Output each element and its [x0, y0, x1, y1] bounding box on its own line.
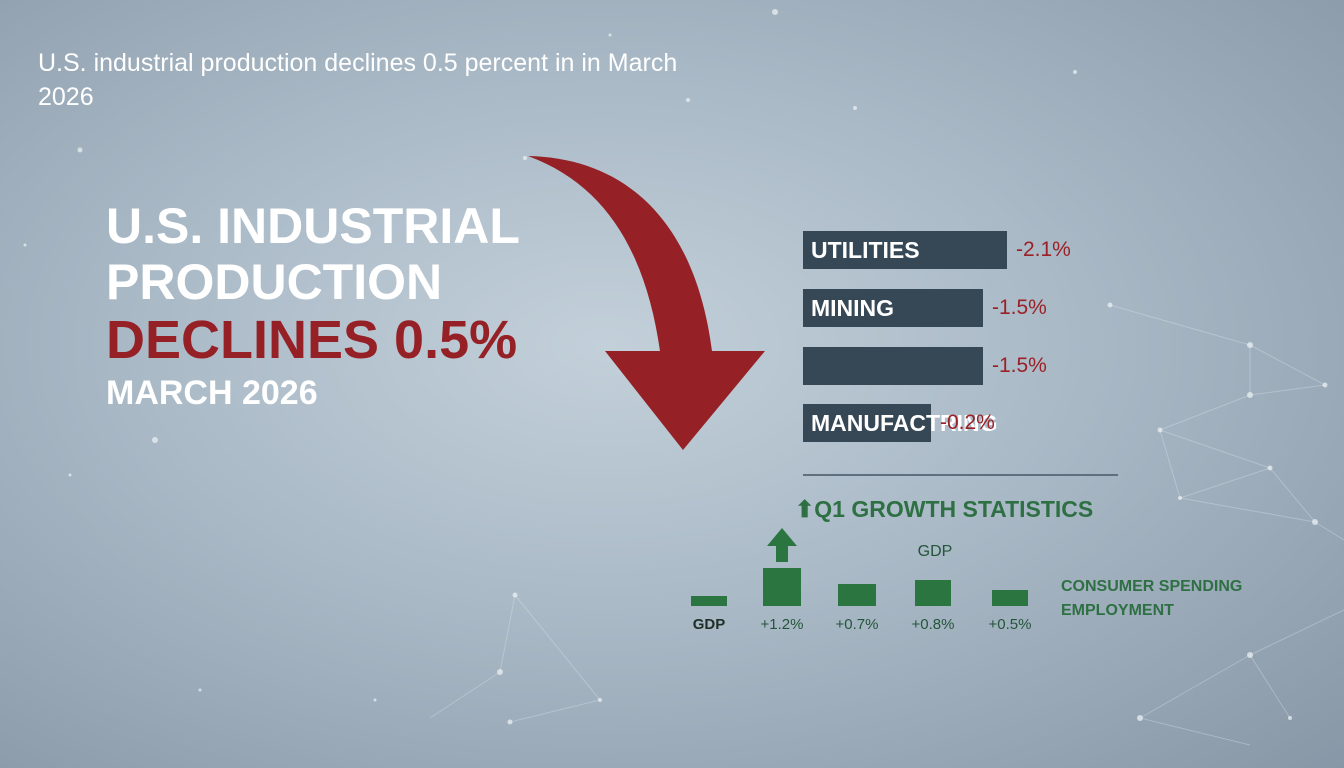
- subheadline: U.S. industrial production declines 0.5 …: [38, 49, 678, 111]
- growth-value-label: +0.8%: [911, 616, 955, 633]
- sector-value-label: -0.2%: [940, 411, 995, 434]
- sector-value-label: -2.1%: [1016, 238, 1071, 261]
- section-divider: [803, 474, 1118, 476]
- sector-bar: MINING: [803, 289, 983, 327]
- growth-category-label: GDP: [692, 616, 726, 633]
- growth-value-label: +1.2%: [760, 616, 804, 633]
- sector-bar: MANUFACTRING: [803, 404, 998, 442]
- sector-bar: UTILITIES: [803, 231, 1007, 269]
- legend-employment: EMPLOYMENT: [1061, 602, 1174, 619]
- growth-bar-top-label: GDP: [917, 543, 953, 560]
- headline-month: MARCH 2026: [106, 374, 318, 412]
- growth-bar: [691, 596, 727, 606]
- growth-bar: [763, 567, 801, 606]
- growth-bar: [915, 580, 951, 606]
- decline-arrow: [528, 156, 765, 450]
- headline-decline: DECLINES 0.5%: [106, 310, 518, 370]
- growth-bar: [992, 590, 1028, 606]
- headline-line-1: U.S. INDUSTRIAL: [106, 198, 520, 254]
- legend-consumer-spending: CONSUMER SPENDING: [1061, 578, 1243, 595]
- growth-bar: [838, 583, 876, 606]
- sector-bar: [803, 347, 983, 385]
- sector-value-label: -1.5%: [992, 296, 1047, 319]
- green-up-arrow-icon: [767, 528, 797, 562]
- sector-value-label: -1.5%: [992, 354, 1047, 377]
- growth-title-text: Q1 GROWTH STATISTICS: [814, 496, 1094, 522]
- up-arrow-icon: ⬆: [795, 496, 815, 522]
- growth-value-label: +0.7%: [835, 616, 879, 633]
- growth-chart-title: ⬆Q1 GROWTH STATISTICS: [795, 496, 1093, 523]
- growth-value-label: +0.5%: [988, 616, 1032, 633]
- headline-line-2: PRODUCTION: [106, 254, 443, 310]
